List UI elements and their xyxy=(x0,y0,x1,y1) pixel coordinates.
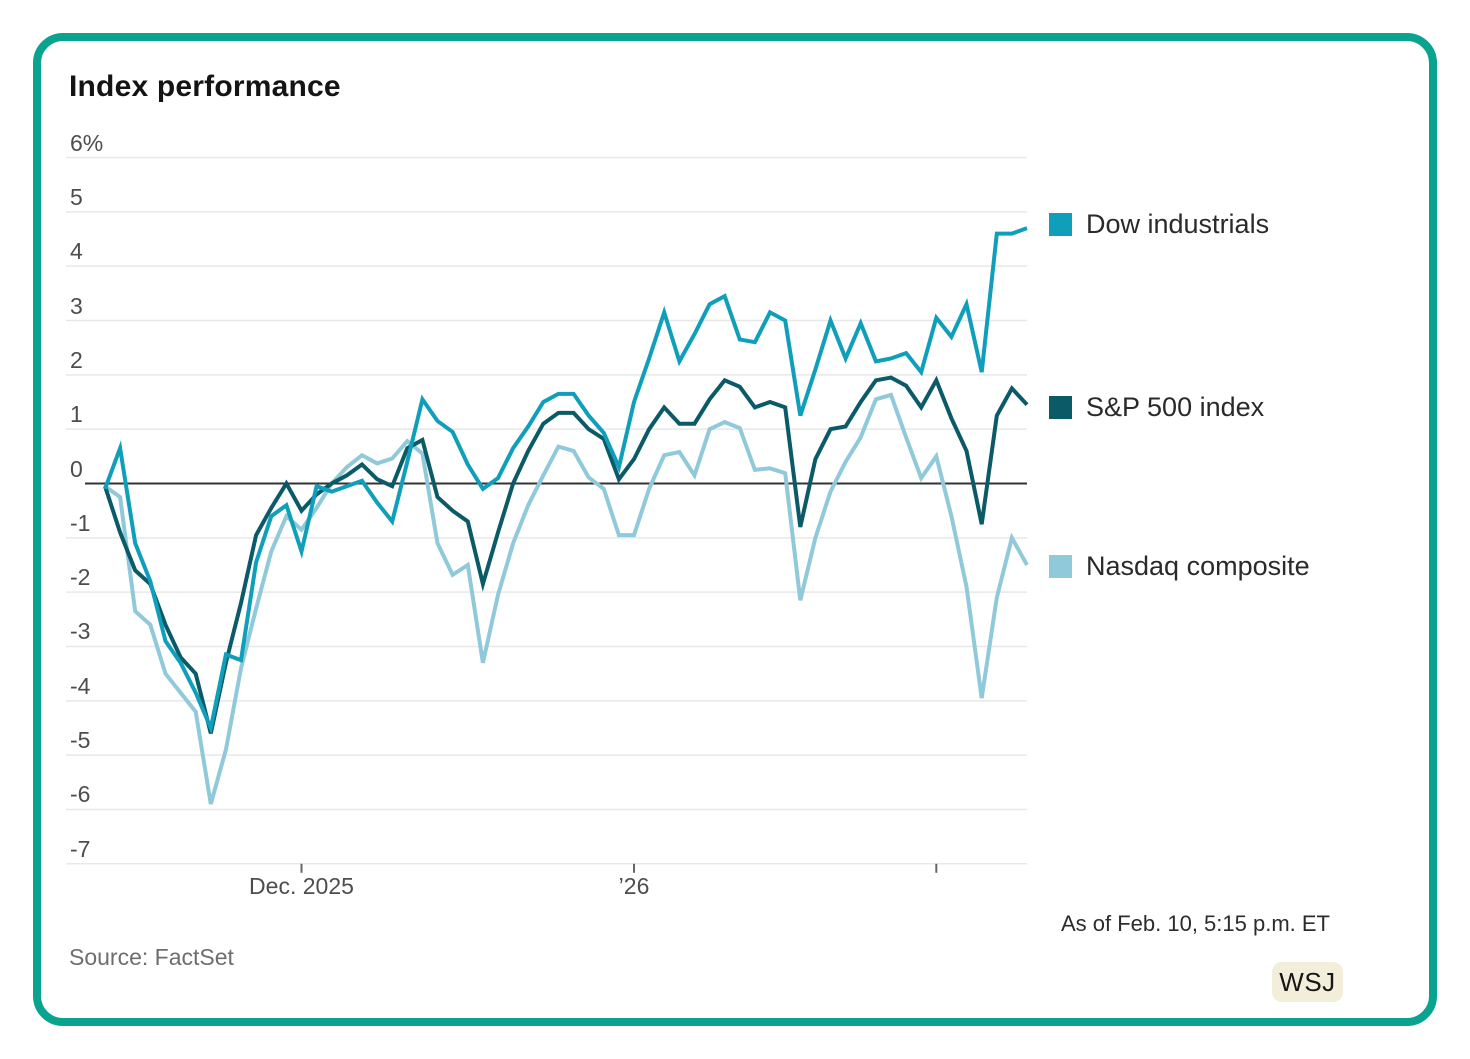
source-note: Source: FactSet xyxy=(69,944,234,970)
nasdaq-composite-swatch-icon xyxy=(1049,555,1072,578)
legend-item-nasdaq-composite: Nasdaq composite xyxy=(1049,551,1310,582)
y-axis-label: -7 xyxy=(70,835,91,862)
legend-label: S&P 500 index xyxy=(1086,392,1265,422)
series-line-nasdaq-composite xyxy=(103,392,1029,805)
y-axis-label: 3 xyxy=(70,292,83,319)
dow-industrials-swatch-icon xyxy=(1049,213,1072,236)
series-line-dow-industrials xyxy=(103,226,1028,735)
y-axis-label: -5 xyxy=(70,727,91,754)
y-axis-label: -1 xyxy=(70,509,91,536)
as-of-timestamp: As of Feb. 10, 5:15 p.m. ET xyxy=(1060,911,1330,936)
y-axis-label: -2 xyxy=(70,564,91,591)
legend-item-sp500-index: S&P 500 index xyxy=(1049,392,1264,423)
y-axis-label: 6% xyxy=(70,129,104,156)
legend-item-dow-industrials: Dow industrials xyxy=(1049,209,1269,240)
y-axis-label: 4 xyxy=(70,238,83,265)
wsj-logo: WSJ xyxy=(1272,962,1343,1002)
x-axis-label: Dec. 2025 xyxy=(249,873,354,899)
chart-title: Index performance xyxy=(69,70,341,103)
y-axis-label: -4 xyxy=(70,672,91,699)
sp500-index-swatch-icon xyxy=(1049,396,1072,419)
y-axis-label: 0 xyxy=(70,455,83,482)
x-axis-label: ’26 xyxy=(618,873,650,899)
legend-label: Dow industrials xyxy=(1086,209,1270,239)
series-line-s-p-500-index xyxy=(103,375,1029,734)
y-axis-label: 5 xyxy=(70,183,83,210)
legend-label: Nasdaq composite xyxy=(1086,551,1310,581)
y-axis-label: 1 xyxy=(70,401,83,428)
wsj-logo-text: WSJ xyxy=(1279,966,1336,997)
y-axis-label: -3 xyxy=(70,618,91,645)
y-axis-label: 2 xyxy=(70,346,83,373)
y-axis-label: -6 xyxy=(70,781,91,808)
